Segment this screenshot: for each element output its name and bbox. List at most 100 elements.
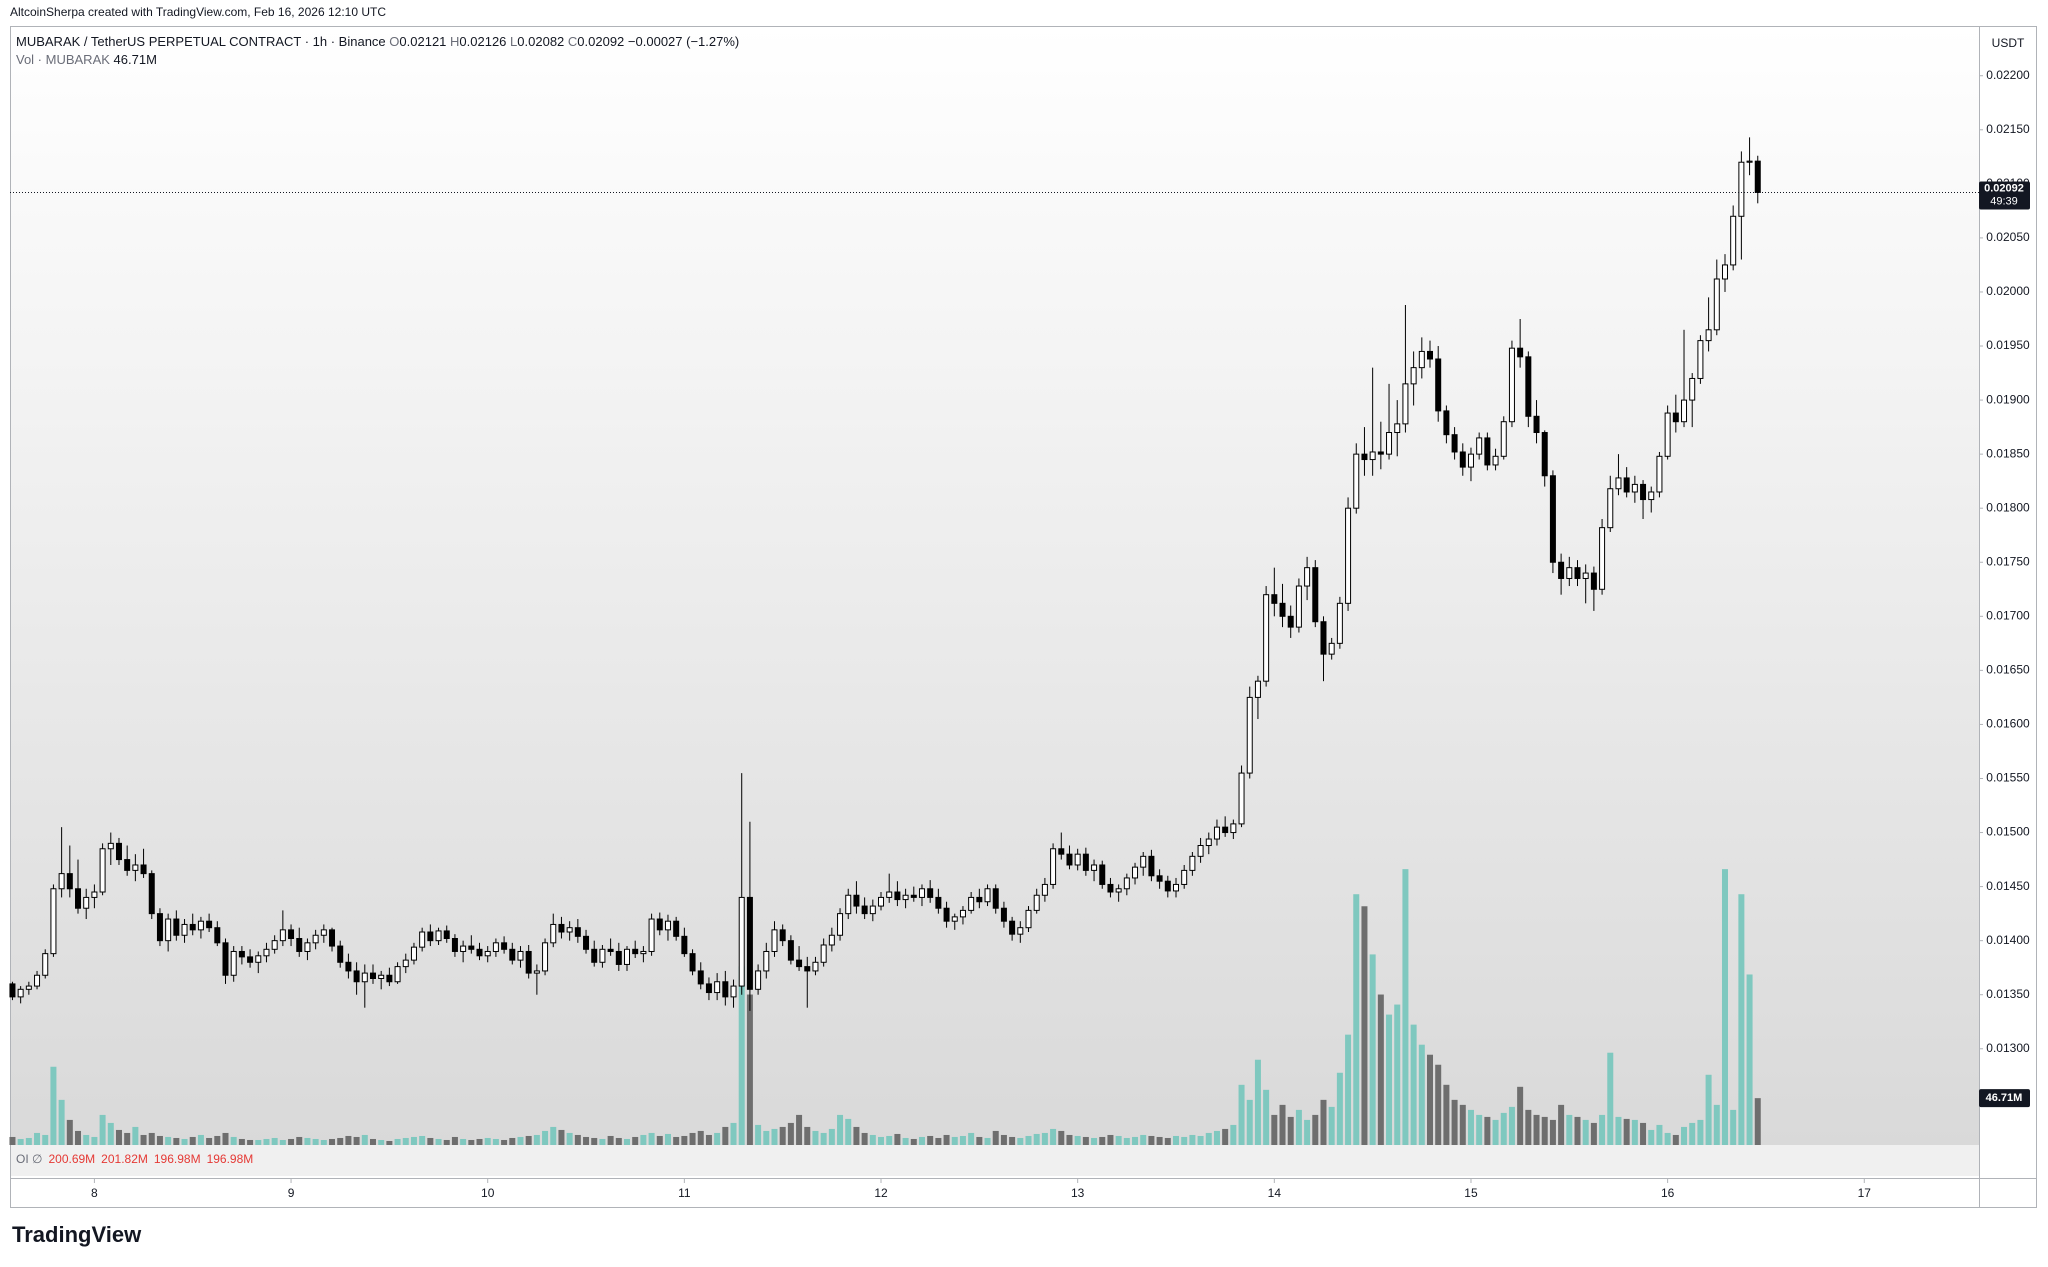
candle-body (1304, 567, 1311, 587)
volume-bar (75, 1130, 82, 1145)
candle-body (1721, 264, 1728, 280)
candle-body (1599, 527, 1606, 590)
candle-body (1648, 491, 1655, 501)
x-tick-label: 15 (1464, 1186, 1478, 1200)
volume-bar (1164, 1137, 1171, 1145)
ohlc-key: L (510, 34, 518, 49)
candle-body (1271, 594, 1278, 604)
candle-body (1312, 567, 1319, 623)
volume-bar (1181, 1136, 1188, 1145)
volume-bar (1558, 1104, 1565, 1145)
candle-body (902, 894, 909, 901)
candle-body (1541, 432, 1548, 477)
volume-bar (673, 1136, 680, 1145)
candle-body (607, 948, 614, 952)
candle-body (1631, 483, 1638, 493)
volume-bar (361, 1134, 368, 1145)
volume-bar (58, 1099, 65, 1145)
volume-bar (443, 1139, 450, 1145)
oi-symbol: ∅ (32, 1152, 43, 1166)
volume-bar (1656, 1124, 1663, 1145)
volume-bar (1533, 1114, 1540, 1145)
candle-body (222, 942, 229, 976)
candle-body (263, 948, 270, 957)
volume-bar (525, 1135, 532, 1145)
candle-body (1115, 888, 1122, 893)
volume-bar (1410, 1024, 1417, 1145)
volume-bar (1525, 1109, 1532, 1145)
volume-bar (1648, 1129, 1655, 1145)
volume-bar (378, 1139, 385, 1145)
volume-bar (1254, 1059, 1261, 1145)
volume-bar (1443, 1084, 1450, 1145)
x-tick-label: 12 (874, 1186, 888, 1200)
candle-body (1107, 883, 1114, 893)
candle-body (738, 896, 745, 987)
candle-body (476, 948, 483, 957)
volume-bar (1615, 1116, 1622, 1145)
candle-body (1451, 434, 1458, 453)
candle-body (1394, 423, 1401, 434)
volume-bar (902, 1137, 909, 1145)
volume-bar (1172, 1135, 1179, 1145)
candle-body (132, 864, 139, 871)
candle-body (1713, 278, 1720, 331)
candle-body (501, 942, 508, 950)
attribution: AltcoinSherpa created with TradingView.c… (10, 5, 386, 19)
volume-bar (1132, 1136, 1139, 1145)
volume-bar (755, 1124, 762, 1145)
candle-body (837, 913, 844, 936)
y-tick-label: 0.01700 (1986, 608, 2030, 622)
volume-bar (1697, 1119, 1704, 1145)
volume-bar (853, 1126, 860, 1145)
volume-bar (1320, 1099, 1327, 1145)
candle-body (705, 983, 712, 994)
candle-body (1697, 340, 1704, 379)
candle-body (722, 981, 729, 998)
candle-body (66, 873, 73, 890)
volume-bar (255, 1139, 262, 1145)
volume-bar (1189, 1134, 1196, 1145)
x-tick-label: 9 (288, 1186, 295, 1200)
candle-body (1525, 356, 1532, 417)
volume-bar (1427, 1054, 1434, 1145)
volume-bar (607, 1135, 614, 1145)
volume-bar (410, 1136, 417, 1145)
volume-bar (1295, 1109, 1302, 1145)
volume-bar (386, 1140, 393, 1145)
x-tick-label: 11 (678, 1186, 691, 1200)
volume-bar (25, 1137, 32, 1145)
candle-body (107, 842, 114, 850)
volume-bar (959, 1135, 966, 1145)
ohlc-key: C (567, 34, 578, 49)
volume-bar (943, 1134, 950, 1145)
volume-bar (1058, 1130, 1065, 1145)
volume-bar (214, 1135, 221, 1145)
volume-bar (1271, 1114, 1278, 1145)
volume-bar (238, 1138, 245, 1145)
candle-body (1017, 927, 1024, 935)
candle-body (1361, 453, 1368, 461)
candle-body (763, 950, 770, 972)
oi-values: 200.69M 201.82M 196.98M 196.98M (42, 1152, 253, 1166)
volume-bar (1492, 1119, 1499, 1145)
candle-body (17, 988, 24, 998)
volume-bar (918, 1136, 925, 1145)
volume-bar (992, 1130, 999, 1145)
volume-bar (476, 1138, 483, 1145)
candle-body (451, 937, 458, 952)
volume-bar (1738, 894, 1745, 1145)
ohlc-value: 0.02121 (399, 34, 447, 49)
candle-body (378, 974, 385, 980)
volume-bar (148, 1132, 155, 1145)
y-tick-label: 0.01950 (1986, 338, 2030, 352)
candle-body (25, 985, 32, 990)
candle-body (591, 948, 598, 963)
volume-bar (337, 1137, 344, 1145)
volume-bar (533, 1134, 540, 1145)
candle-body (1123, 877, 1130, 890)
candle-body (288, 929, 295, 939)
volume-bar (1746, 974, 1753, 1145)
